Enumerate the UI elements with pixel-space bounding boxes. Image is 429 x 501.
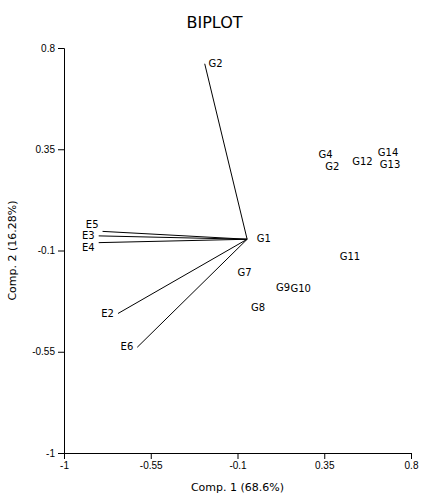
tick: -1 bbox=[60, 453, 69, 471]
tick-mark bbox=[58, 149, 64, 150]
tick: -0.1 bbox=[229, 453, 247, 471]
vector-line bbox=[103, 231, 248, 239]
tick: -0.55 bbox=[140, 453, 163, 471]
tick-label: -0.55 bbox=[32, 346, 55, 357]
tick-label: 0.35 bbox=[36, 144, 56, 155]
tick: 0.35 bbox=[36, 144, 64, 155]
tick-label: 0.8 bbox=[41, 43, 55, 54]
tick-mark bbox=[58, 48, 64, 49]
point-label: G13 bbox=[380, 159, 400, 170]
tick: 0.8 bbox=[41, 43, 64, 54]
point-label: G12 bbox=[352, 156, 372, 167]
tick: -0.1 bbox=[38, 245, 64, 256]
tick-label: -0.1 bbox=[38, 245, 56, 256]
tick-mark bbox=[324, 453, 325, 459]
vectors bbox=[99, 64, 247, 348]
tick-label: 0.8 bbox=[405, 460, 419, 471]
tick-mark bbox=[58, 352, 64, 353]
vector-label: E6 bbox=[121, 341, 134, 352]
tick-label: -1 bbox=[60, 460, 69, 471]
vector-label: E3 bbox=[82, 230, 95, 241]
point-label: G2 bbox=[209, 58, 223, 69]
y-axis: -1 -0.55 -0.1 0.35 0.8 bbox=[32, 43, 64, 459]
point-label: G4 bbox=[318, 149, 332, 160]
x-axis-title: Comp. 1 (68.6%) bbox=[191, 481, 284, 494]
tick: -1 bbox=[46, 448, 64, 459]
tick-mark bbox=[58, 453, 64, 454]
tick-label: -0.55 bbox=[140, 460, 163, 471]
point-label: G9 bbox=[276, 282, 290, 293]
point-label: G14 bbox=[378, 147, 398, 158]
tick: 0.8 bbox=[405, 453, 419, 471]
tick-mark bbox=[58, 251, 64, 252]
tick-mark bbox=[151, 453, 152, 459]
vector-label: E5 bbox=[86, 219, 99, 230]
tick-label: 0.35 bbox=[315, 460, 335, 471]
chart: -1 -0.55 -0.1 0.35 0.8 -1 -0.55 -0.1 0.35 0.8 E2 E3… bbox=[0, 0, 429, 501]
tick: 0.35 bbox=[315, 453, 335, 471]
title: BIPLOT bbox=[186, 13, 242, 32]
point-label: G10 bbox=[291, 283, 311, 294]
tick-mark bbox=[238, 453, 239, 459]
vector-label: E4 bbox=[82, 242, 95, 253]
tick-label: -1 bbox=[46, 448, 55, 459]
point-label: G8 bbox=[251, 302, 265, 313]
labels: E2E3E4E5E6G1G2G4G2G7G8G9G10G11G12G13G14 bbox=[82, 58, 400, 353]
tick-label: -0.1 bbox=[229, 460, 247, 471]
y-axis-title: Comp. 2 (16.28%) bbox=[6, 200, 19, 300]
x-axis: -1 -0.55 -0.1 0.35 0.8 bbox=[60, 453, 419, 471]
point-label: G1 bbox=[257, 233, 271, 244]
plot: -1 -0.55 -0.1 0.35 0.8 -1 -0.55 -0.1 0.35 0.8 E2 E3… bbox=[32, 43, 419, 471]
vector-line bbox=[99, 239, 247, 242]
tick: -0.55 bbox=[32, 346, 64, 357]
point-label: G7 bbox=[238, 267, 252, 278]
point-label: G11 bbox=[340, 251, 360, 262]
point-label: G2 bbox=[325, 161, 339, 172]
axis-line bbox=[58, 49, 65, 454]
tick-mark bbox=[411, 453, 412, 459]
axis-line bbox=[65, 454, 412, 460]
vector-line bbox=[137, 239, 247, 347]
vector-label: E2 bbox=[101, 308, 114, 319]
vector-line bbox=[205, 64, 247, 240]
